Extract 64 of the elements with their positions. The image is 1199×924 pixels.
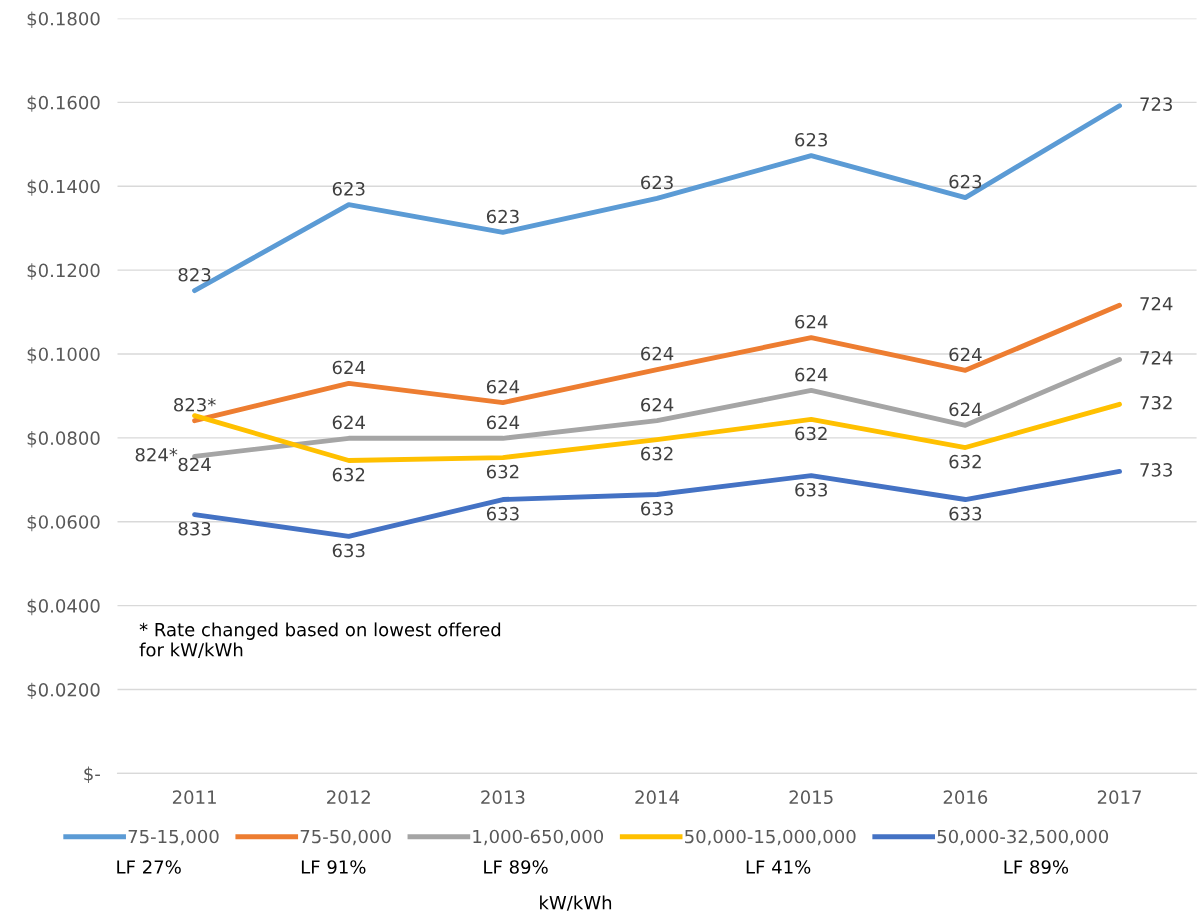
annotation: 633: [949, 506, 982, 521]
annotation: 632: [795, 426, 827, 441]
annotation: 623: [795, 132, 827, 147]
annotation: 824: [178, 457, 211, 472]
annotation: 823: [178, 267, 211, 282]
annotation: * Rate changed based on lowest offered for kW/kWh: [139, 622, 501, 659]
legend-label: 75-50,000: [300, 829, 391, 846]
y-tick-label: $0.1200: [27, 263, 100, 280]
annotation: 732: [1140, 395, 1172, 410]
annotation: 723: [1140, 97, 1172, 111]
y-tick-label: $0.1800: [27, 11, 100, 28]
legend-label: 50,000-32,500,000: [937, 829, 1109, 846]
annotation: 624: [795, 314, 828, 329]
y-tick-label: $0.0200: [27, 682, 100, 700]
annotation: 633: [641, 501, 673, 516]
annotation: 632: [332, 467, 365, 482]
text: kW/kWh: [540, 895, 612, 911]
annotation: 633: [795, 482, 827, 497]
annotation: 624: [641, 346, 674, 361]
annotation: 632: [486, 464, 519, 479]
x-tick-label: 2016: [943, 790, 988, 805]
text: LF 91%: [301, 860, 366, 874]
x-tick-label: 2017: [1097, 790, 1141, 805]
text: LF 89%: [1004, 860, 1069, 874]
annotation: 623: [332, 181, 365, 196]
annotation: 624: [332, 415, 365, 430]
y-tick-label: $0.0800: [27, 431, 100, 448]
y-tick-label: $0.0400: [27, 598, 100, 616]
annotation: 733: [1140, 463, 1172, 477]
legend-label: 1,000-650,000: [473, 829, 604, 846]
text: LF 89%: [484, 860, 548, 874]
x-tick-label: 2012: [327, 790, 370, 805]
annotation: 633: [486, 506, 519, 521]
annotation: 724: [1140, 351, 1173, 365]
annotation: 633: [332, 543, 365, 558]
annotation: 833: [178, 521, 211, 536]
annotation: 623: [641, 175, 673, 190]
x-tick-label: 2013: [481, 790, 525, 805]
y-tick-label: $0.0600: [27, 514, 100, 532]
annotation: 823*: [174, 397, 216, 412]
annotation: 632: [949, 454, 981, 469]
annotation: 624: [641, 397, 674, 412]
x-tick-label: 2014: [635, 790, 680, 805]
annotation: 624: [949, 402, 982, 417]
y-tick-label: $0.1400: [27, 179, 100, 196]
annotation: 624: [332, 360, 365, 375]
annotation: 724: [1140, 296, 1173, 311]
legend-label: 75-15,000: [128, 829, 219, 846]
y-tick-label: $-: [84, 766, 100, 783]
annotation: 623: [486, 209, 519, 224]
x-tick-label: 2011: [172, 790, 216, 805]
annotation: 624: [949, 347, 982, 362]
annotation: 624: [486, 415, 520, 430]
x-tick-label: 2015: [789, 790, 833, 805]
legend-label: 50,000-15,000,000: [685, 829, 856, 846]
annotation: 623: [949, 174, 982, 189]
y-tick-label: $0.1600: [27, 95, 100, 112]
annotation: 624: [486, 379, 520, 394]
text: LF 41%: [746, 860, 811, 874]
annotation: 632: [641, 446, 673, 461]
annotation: 824*: [135, 447, 178, 462]
y-tick-label: $0.1000: [27, 347, 100, 364]
annotation: 624: [795, 367, 828, 382]
text: LF 27%: [117, 860, 181, 874]
